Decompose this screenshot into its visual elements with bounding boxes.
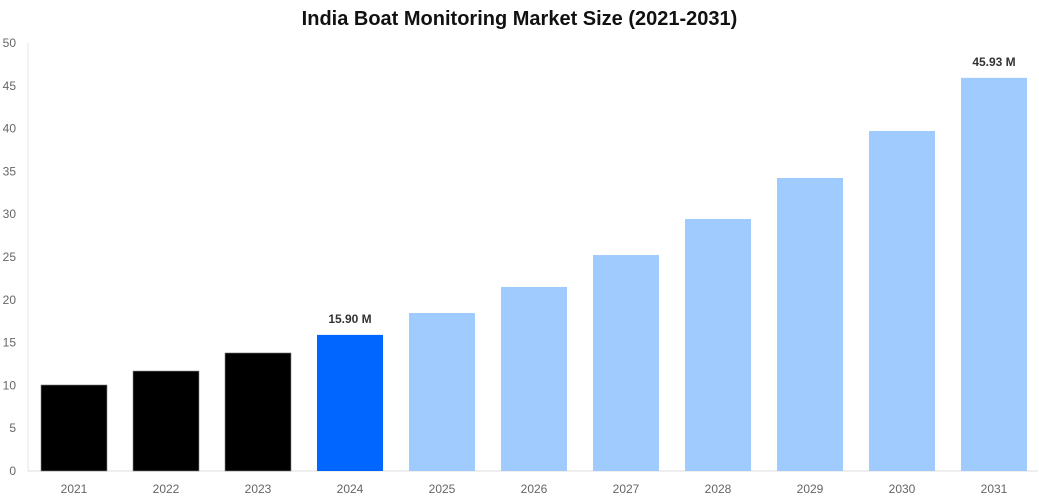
x-tick-label: 2031 [981, 482, 1008, 496]
bar-2024 [317, 334, 383, 471]
bar-2026 [501, 286, 567, 471]
x-tick-label: 2030 [889, 482, 916, 496]
x-tick-label: 2027 [613, 482, 640, 496]
bar-2027 [593, 255, 659, 471]
data-label-2031: 45.93 M [972, 55, 1015, 69]
y-tick-label: 15 [3, 336, 17, 350]
y-tick-label: 0 [9, 464, 16, 478]
x-tick-label: 2023 [245, 482, 272, 496]
bar-2029 [777, 177, 843, 471]
x-tick-label: 2024 [337, 482, 364, 496]
bar-2028 [685, 218, 751, 471]
x-tick-label: 2026 [521, 482, 548, 496]
y-tick-label: 25 [3, 250, 17, 264]
chart-title: India Boat Monitoring Market Size (2021-… [301, 8, 738, 30]
bar-2021 [40, 384, 108, 472]
y-tick-label: 5 [9, 421, 16, 435]
bar-2025 [409, 312, 475, 471]
bar-2022 [132, 370, 200, 472]
y-tick-label: 30 [3, 207, 17, 221]
y-tick-label: 45 [3, 79, 17, 93]
y-tick-label: 40 [3, 122, 17, 136]
x-tick-label: 2028 [705, 482, 732, 496]
bar-2031 [961, 77, 1027, 471]
y-tick-label: 50 [3, 36, 17, 50]
bar-2030 [869, 130, 935, 471]
y-tick-label: 35 [3, 164, 17, 178]
y-tick-label: 10 [3, 378, 17, 392]
x-tick-label: 2021 [61, 482, 88, 496]
x-tick-label: 2022 [153, 482, 180, 496]
data-label-2024: 15.90 M [328, 312, 371, 326]
bar-2023 [224, 352, 292, 472]
y-tick-label: 20 [3, 293, 17, 307]
x-tick-label: 2025 [429, 482, 456, 496]
x-tick-label: 2029 [797, 482, 824, 496]
